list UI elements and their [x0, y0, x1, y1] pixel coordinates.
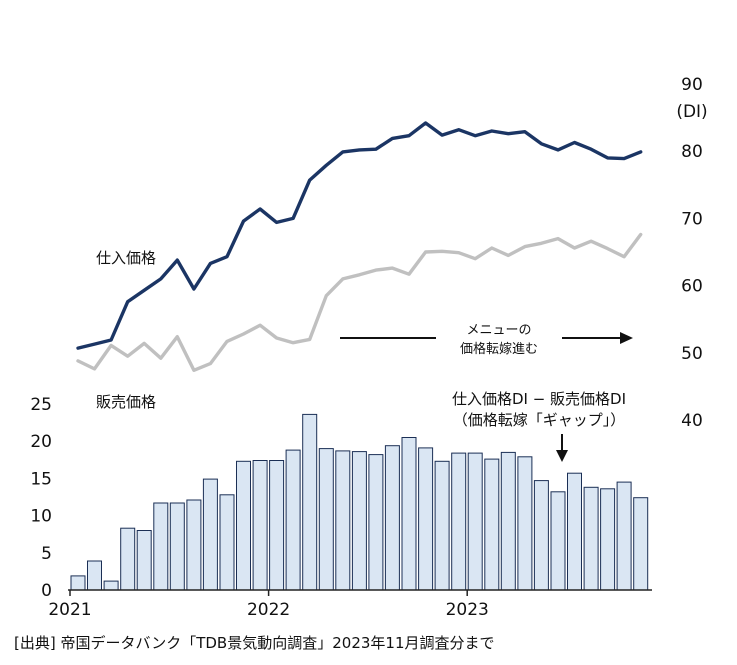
gap-label-line2: （価格転嫁「ギャップ」）: [453, 411, 626, 429]
gap-bar: [136, 530, 152, 591]
left-tick-label: 10: [30, 507, 52, 527]
gap-bar: [103, 580, 119, 591]
selling-price-label: 販売価格: [96, 393, 156, 411]
gap-bar: [484, 458, 500, 591]
gap-bar: [269, 460, 285, 591]
left-tick-label: 0: [41, 581, 52, 601]
gap-bar: [351, 451, 367, 591]
gap-bar: [550, 491, 566, 591]
right-tick-label: 90: [681, 75, 703, 95]
gap-bar: [153, 502, 169, 591]
gap-label-line1: 仕入価格DI − 販売価格DI: [452, 390, 626, 408]
left-tick-label: 5: [41, 544, 52, 564]
menu-label-line1: メニューの: [466, 323, 531, 338]
gap-bar: [616, 481, 632, 591]
gap-bar: [451, 452, 467, 591]
right-axis-unit-label: (DI): [676, 102, 707, 122]
purchase-price-line: [76, 121, 643, 350]
gap-bar: [434, 460, 450, 591]
gap-bar: [302, 413, 318, 591]
gap-bar: [202, 478, 218, 591]
left-tick-label: 25: [30, 395, 52, 415]
gap-bar: [285, 449, 301, 591]
gap-bar: [418, 447, 434, 591]
x-axis: 2021 2022 2023: [48, 589, 652, 620]
gap-bar: [335, 450, 351, 591]
price-lines: [76, 121, 643, 372]
gap-bar: [236, 460, 251, 591]
gap-bar: [219, 494, 235, 591]
right-tick-label: 80: [681, 142, 703, 162]
gap-bar: [500, 451, 516, 591]
gap-bar: [600, 488, 616, 591]
right-tick-label: 60: [681, 277, 703, 297]
x-tick-label: 2023: [446, 600, 489, 620]
source-note: [出典] 帝国データバンク「TDB景気動向調査」2023年11月調査分まで: [14, 634, 495, 652]
right-tick-label: 50: [681, 344, 703, 364]
menu-arrow-head: [620, 332, 633, 344]
gap-bar: [583, 486, 599, 591]
left-tick-label: 20: [30, 432, 52, 452]
gap-bar: [120, 527, 136, 591]
gap-bar: [467, 452, 483, 591]
left-axis-ticks: 25 20 15 10 5 0: [30, 395, 52, 601]
x-tick-label: 2022: [247, 600, 290, 620]
gap-bar: [633, 497, 649, 591]
gap-bar: [318, 448, 334, 591]
gap-bar: [252, 460, 268, 591]
menu-label-bg: [436, 318, 562, 360]
right-axis-ticks: 90 80 70 60 50 40: [681, 75, 703, 431]
gap-bar: [186, 499, 202, 591]
purchase-price-label: 仕入価格: [96, 249, 156, 267]
right-tick-label: 40: [681, 411, 703, 431]
x-tick-label: 2021: [48, 600, 91, 620]
gap-bar: [533, 480, 549, 591]
gap-bar: [567, 472, 582, 591]
gap-arrow-head: [556, 450, 568, 462]
gap-bar: [368, 454, 384, 591]
gap-bar: [517, 456, 533, 591]
right-tick-label: 70: [681, 209, 703, 229]
gap-bar: [70, 575, 86, 591]
gap-bars: [70, 413, 649, 591]
menu-label-line2: 価格転嫁進む: [460, 341, 538, 357]
selling-price-line: [76, 232, 643, 372]
gap-bar: [87, 560, 102, 591]
gap-bar: [401, 437, 417, 591]
gap-bar: [384, 445, 400, 591]
left-tick-label: 15: [30, 469, 52, 489]
gap-bar: [169, 502, 185, 591]
